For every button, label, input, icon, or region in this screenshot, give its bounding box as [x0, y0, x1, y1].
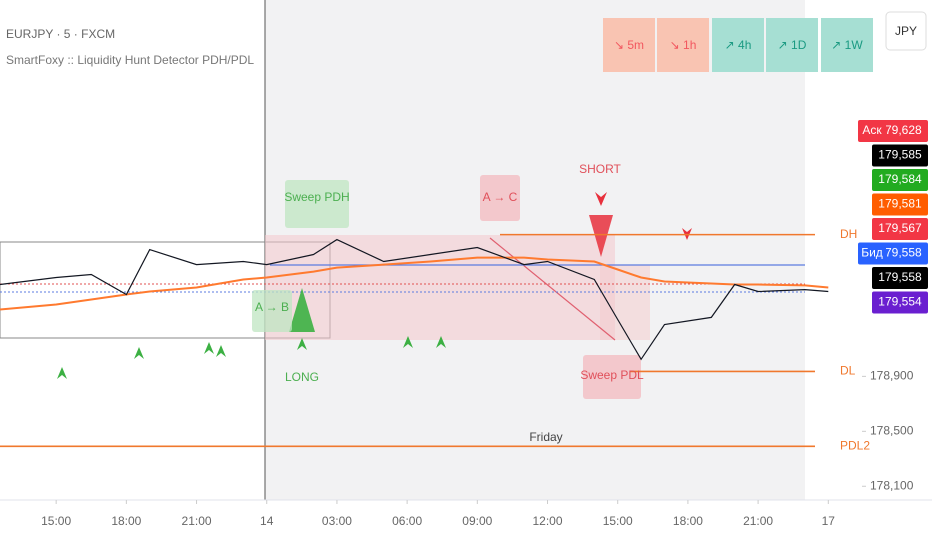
timeframe-button[interactable] [821, 18, 873, 72]
x-tick-label: 18:00 [111, 514, 141, 528]
price-tag-name-bg [858, 242, 886, 265]
annotation: Sweep PDH [284, 190, 349, 204]
annotation: SHORT [579, 162, 621, 176]
x-tick-label: 21:00 [743, 514, 773, 528]
price-tag-label: 179,628 [878, 123, 922, 137]
price-tag [872, 193, 928, 216]
label-box [583, 355, 641, 399]
zone [265, 235, 615, 340]
timeframe-label: ↗ 1W [831, 38, 863, 52]
price-tag-label: 179,581 [878, 197, 922, 211]
annotation: A → B [255, 300, 289, 314]
y-tick-label: 178,500 [870, 423, 914, 437]
price-tag [872, 267, 928, 289]
level-label: PDL2 [840, 438, 870, 452]
timeframe-label: ↗ 1D [778, 38, 807, 52]
annotation: Friday [529, 430, 562, 444]
price-tag-name: Аск [862, 123, 882, 137]
level-label: DL [840, 364, 856, 378]
timeframe-label: ↘ 1h [670, 38, 697, 52]
price-tag [872, 218, 928, 240]
annotation: A → C [483, 190, 518, 204]
price-tag-label: 179,584 [878, 172, 922, 186]
x-tick-label: 15:00 [603, 514, 633, 528]
label-box [480, 175, 520, 221]
x-tick-label: 09:00 [462, 514, 492, 528]
x-tick-label: 14 [260, 514, 274, 528]
price-tag-label: 179,554 [878, 295, 922, 309]
currency-box[interactable] [885, 11, 927, 51]
annotation: Sweep PDL [580, 368, 644, 382]
x-tick-label: 06:00 [392, 514, 422, 528]
price-tag-label: 179,558 [878, 246, 922, 260]
timeframe-button[interactable] [766, 18, 818, 72]
x-tick-label: 18:00 [673, 514, 703, 528]
price-tag-label: 179,585 [878, 148, 922, 162]
x-tick-label: 12:00 [533, 514, 563, 528]
y-tick-label: 178,900 [870, 369, 914, 383]
label-box [252, 290, 292, 332]
series-line [0, 256, 829, 311]
signal-arrows [57, 288, 446, 379]
label-box [285, 180, 349, 228]
timeframe-label: ↘ 5m [614, 38, 644, 52]
price-tag [872, 169, 928, 191]
timeframe-button[interactable] [657, 18, 709, 72]
timeframe-button[interactable] [712, 18, 764, 72]
x-tick-label: 03:00 [322, 514, 352, 528]
path-line [489, 237, 616, 341]
timeframe-label: ↗ 4h [725, 38, 752, 52]
timeframe-button[interactable] [603, 18, 655, 72]
series-line [0, 238, 829, 361]
price-tag [872, 291, 928, 314]
level-label: DH [840, 227, 857, 241]
annotation: LONG [285, 370, 319, 384]
x-tick-label: 15:00 [41, 514, 71, 528]
symbol: EURJPY · 5 · FXCM [6, 27, 115, 41]
price-tag-label: 179,567 [878, 221, 922, 235]
y-tick-label: 178,100 [870, 478, 914, 492]
price-tag-name: Бид [861, 246, 883, 260]
indicator-name: SmartFoxy :: Liquidity Hunt Detector PDH… [6, 53, 254, 67]
price-tag-label: 179,558 [878, 270, 922, 284]
price-tag [872, 144, 928, 167]
x-tick-label: 17 [822, 514, 836, 528]
price-tag-name-bg [858, 120, 886, 142]
x-tick-label: 21:00 [182, 514, 212, 528]
currency: JPY [895, 24, 917, 38]
